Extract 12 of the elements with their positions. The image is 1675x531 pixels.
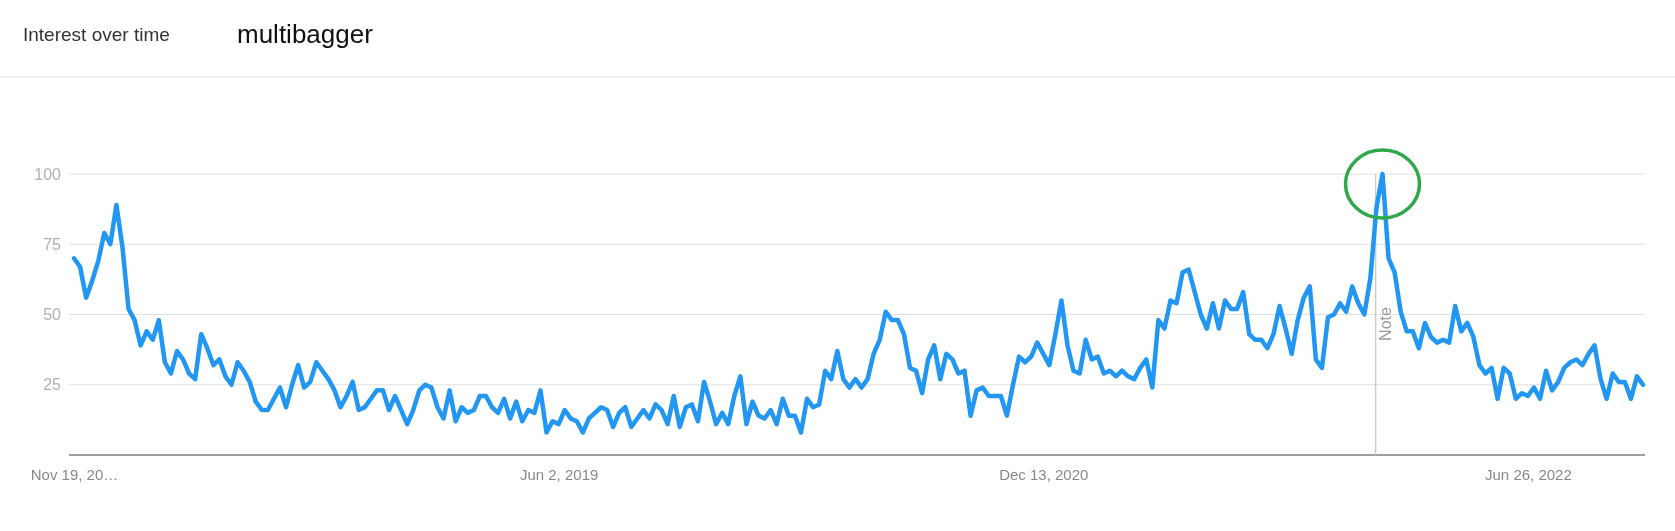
y-tick-label: 75 [43, 235, 62, 253]
x-tick-label: Dec 13, 2020 [999, 465, 1089, 483]
chart-title: Interest over time [23, 24, 170, 45]
chart-subtitle: multibagger [237, 19, 374, 49]
y-tick-label: 100 [34, 165, 62, 183]
ref-line-label: Note [1376, 307, 1394, 341]
y-tick-label: 50 [43, 306, 62, 324]
x-tick-label: Jun 26, 2022 [1485, 465, 1572, 483]
x-tick-label: Jun 2, 2019 [519, 465, 599, 483]
line-series [71, 171, 1646, 435]
x-tick-label: Nov 19, 20… [30, 465, 119, 483]
y-tick-label: 25 [43, 376, 62, 394]
